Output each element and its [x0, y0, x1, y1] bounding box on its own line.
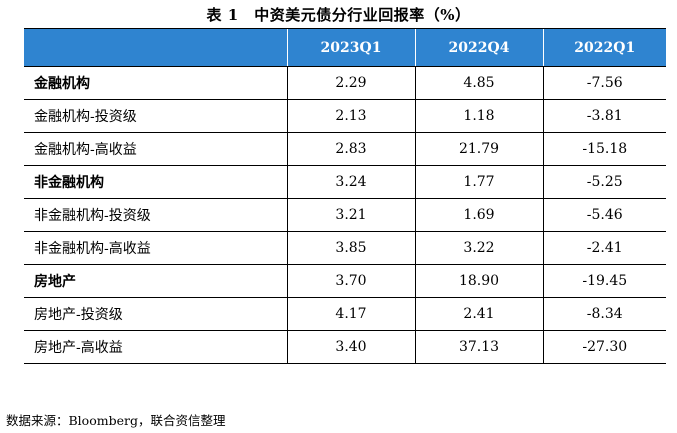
value-cell: 21.79 [414, 132, 543, 166]
value-cell: -8.34 [542, 297, 666, 331]
header-cell [24, 28, 287, 67]
value-cell: -3.81 [542, 99, 666, 133]
value-cell: 3.22 [414, 231, 543, 265]
table-row: 金融机构 2.29 4.85 -7.56 [24, 66, 666, 100]
table-row: 非金融机构 3.24 1.77 -5.25 [24, 165, 666, 199]
table-row: 房地产 3.70 18.90 -19.45 [24, 264, 666, 298]
value-cell: -19.45 [542, 264, 666, 298]
table-row: 非金融机构-投资级 3.21 1.69 -5.46 [24, 198, 666, 232]
row-label: 房地产-投资级 [24, 297, 287, 331]
table-row: 金融机构-投资级 2.13 1.18 -3.81 [24, 99, 666, 133]
value-cell: 3.70 [286, 264, 415, 298]
row-label: 金融机构-高收益 [24, 132, 287, 166]
value-cell: 1.18 [414, 99, 543, 133]
source-note: 数据来源：Bloomberg，联合资信整理 [6, 413, 226, 428]
value-cell: 37.13 [414, 330, 543, 364]
table-row: 房地产-投资级 4.17 2.41 -8.34 [24, 297, 666, 331]
value-cell: -5.25 [542, 165, 666, 199]
row-label: 金融机构-投资级 [24, 99, 287, 133]
value-cell: -7.56 [542, 66, 666, 100]
header-row: 2023Q1 2022Q4 2022Q1 [24, 28, 666, 67]
value-cell: -2.41 [542, 231, 666, 265]
row-label: 房地产 [24, 264, 287, 298]
value-cell: 2.29 [286, 66, 415, 100]
value-cell: 3.85 [286, 231, 415, 265]
row-label: 金融机构 [24, 66, 287, 100]
value-cell: 2.13 [286, 99, 415, 133]
value-cell: 4.17 [286, 297, 415, 331]
table-row: 金融机构-高收益 2.83 21.79 -15.18 [24, 132, 666, 166]
value-cell: 3.24 [286, 165, 415, 199]
row-label: 非金融机构-投资级 [24, 198, 287, 232]
value-cell: 3.21 [286, 198, 415, 232]
value-cell: -15.18 [542, 132, 666, 166]
value-cell: 1.77 [414, 165, 543, 199]
value-cell: 2.83 [286, 132, 415, 166]
table-title: 表 1 中资美元债分行业回报率（%） [206, 6, 471, 24]
value-cell: -27.30 [542, 330, 666, 364]
value-cell: 2.41 [414, 297, 543, 331]
header-cell: 2022Q4 [414, 28, 543, 67]
row-label: 非金融机构-高收益 [24, 231, 287, 265]
header-cell: 2022Q1 [542, 28, 666, 67]
value-cell: -5.46 [542, 198, 666, 232]
value-cell: 18.90 [414, 264, 543, 298]
value-cell: 3.40 [286, 330, 415, 364]
row-label: 房地产-高收益 [24, 330, 287, 364]
row-label: 非金融机构 [24, 165, 287, 199]
table-row: 房地产-高收益 3.40 37.13 -27.30 [24, 330, 666, 364]
returns-table: 2023Q1 2022Q4 2022Q1 金融机构 2.29 4.85 -7.56 金融… [24, 28, 666, 364]
value-cell: 4.85 [414, 66, 543, 100]
value-cell: 1.69 [414, 198, 543, 232]
table-row: 非金融机构-高收益 3.85 3.22 -2.41 [24, 231, 666, 265]
header-cell: 2023Q1 [286, 28, 415, 67]
